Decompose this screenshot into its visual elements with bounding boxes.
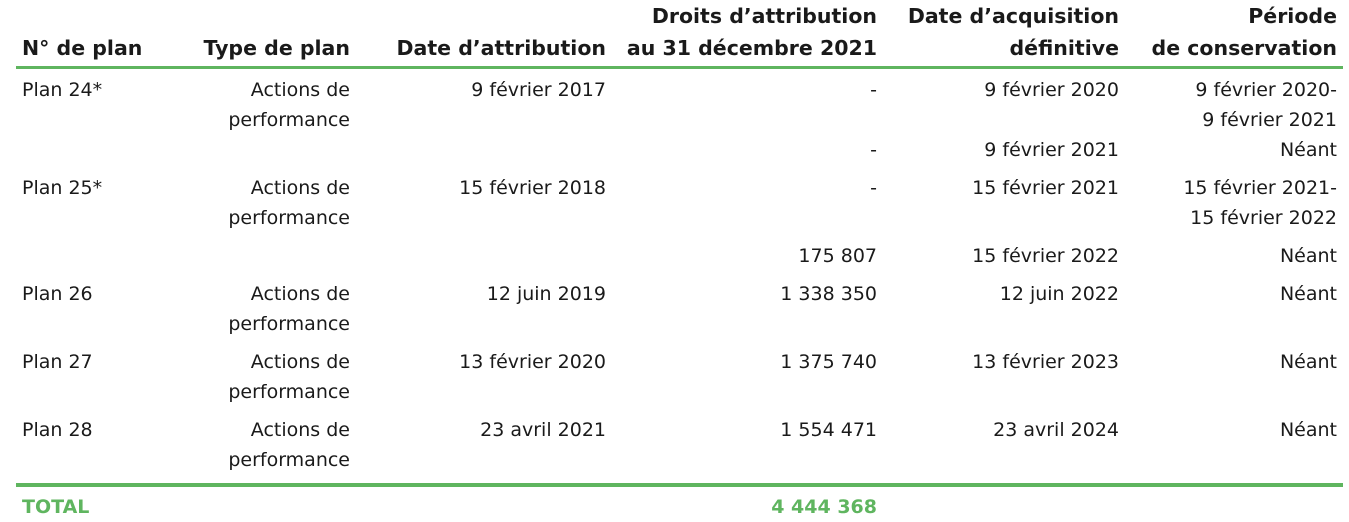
total-value: 4 444 368	[612, 483, 883, 522]
table-row: Plan 28 Actions de performance 23 avril 2…	[16, 415, 1343, 485]
cell-conservation: Néant	[1279, 245, 1337, 267]
cell-grant-date: 23 avril 2021	[480, 419, 606, 441]
header-acquisition-date: Date d’acquisition définitive	[883, 0, 1125, 69]
cell-type: Actions de performance	[228, 177, 350, 229]
cell-conservation: Néant	[1279, 283, 1337, 305]
header-plan-no: N° de plan	[16, 0, 176, 69]
cell-conservation: Néant	[1279, 419, 1337, 441]
cell-grant-date: 9 février 2017	[471, 79, 606, 101]
total-row: TOTAL 4 444 368	[16, 483, 1343, 522]
cell-type: Actions de performance	[228, 79, 350, 131]
cell-acquisition-date: 15 février 2022	[972, 245, 1119, 267]
table-row: Plan 26 Actions de performance 12 juin 20…	[16, 279, 1343, 347]
cell-conservation: 9 février 2020- 9 février 2021	[1195, 79, 1337, 131]
cell-rights: 1 554 471	[780, 419, 877, 441]
cell-acquisition-date: 9 février 2021	[984, 139, 1119, 161]
stock-plans-table: N° de plan Type de plan Date d’attributi…	[16, 0, 1343, 522]
cell-type: Actions de performance	[228, 419, 350, 471]
cell-conservation: 15 février 2021- 15 février 2022	[1183, 177, 1337, 229]
header-grant-date: Date d’attribution	[356, 0, 612, 69]
header-rights: Droits d’attribution au 31 décembre 2021	[612, 0, 883, 69]
cell-acquisition-date: 15 février 2021	[972, 177, 1119, 199]
cell-rights: 175 807	[798, 245, 877, 267]
cell-type	[176, 135, 356, 173]
cell-rights: -	[870, 139, 877, 161]
cell-acquisition-date: 13 février 2023	[972, 351, 1119, 373]
table-row: Plan 27 Actions de performance 13 février…	[16, 347, 1343, 415]
cell-plan: Plan 27	[22, 351, 93, 373]
cell-conservation: Néant	[1279, 139, 1337, 161]
cell-grant-date	[356, 135, 612, 173]
cell-type: Actions de performance	[228, 283, 350, 335]
header-plan-type: Type de plan	[176, 0, 356, 69]
cell-type: Actions de performance	[228, 351, 350, 403]
table-row: 175 807 15 février 2022 Néant	[16, 241, 1343, 279]
cell-acquisition-date: 9 février 2020	[984, 79, 1119, 101]
cell-rights: -	[870, 79, 877, 101]
cell-plan: Plan 24*	[22, 79, 103, 101]
cell-plan: Plan 26	[22, 283, 93, 305]
cell-rights: 1 375 740	[780, 351, 877, 373]
cell-plan	[16, 135, 176, 173]
cell-grant-date: 15 février 2018	[459, 177, 606, 199]
table-row: - 9 février 2021 Néant	[16, 135, 1343, 173]
table-header-row: N° de plan Type de plan Date d’attributi…	[16, 0, 1343, 69]
total-label: TOTAL	[16, 483, 176, 522]
header-conservation-period: Période de conservation	[1125, 0, 1343, 69]
cell-plan	[16, 241, 176, 279]
cell-plan: Plan 25*	[22, 177, 103, 199]
table-row: Plan 25* Actions de performance 15 févrie…	[16, 173, 1343, 241]
cell-rights: 1 338 350	[780, 283, 877, 305]
cell-grant-date: 13 février 2020	[459, 351, 606, 373]
table-row: Plan 24* Actions de performance 9 février…	[16, 68, 1343, 136]
cell-conservation: Néant	[1279, 351, 1337, 373]
cell-grant-date	[356, 241, 612, 279]
cell-grant-date: 12 juin 2019	[486, 283, 606, 305]
cell-acquisition-date: 12 juin 2022	[999, 283, 1119, 305]
cell-plan: Plan 28	[22, 419, 93, 441]
cell-type	[176, 241, 356, 279]
cell-acquisition-date: 23 avril 2024	[993, 419, 1119, 441]
cell-rights: -	[870, 177, 877, 199]
